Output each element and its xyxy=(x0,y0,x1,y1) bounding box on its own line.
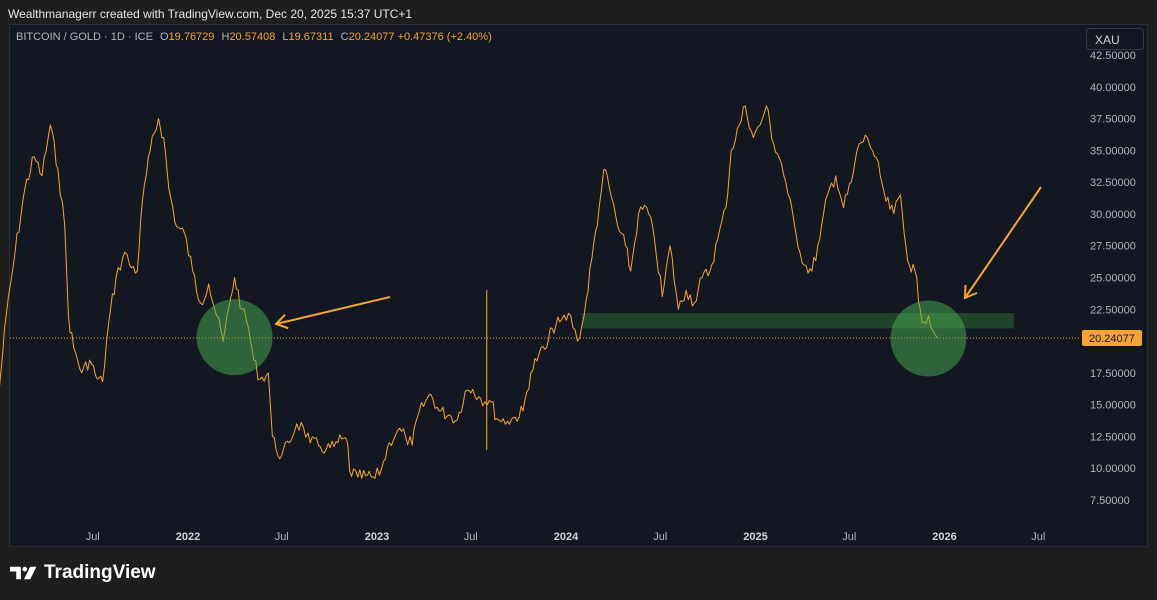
y-tick-label: 25.00000 xyxy=(1090,273,1136,285)
y-tick-label: 35.00000 xyxy=(1090,145,1136,157)
x-tick-label: Jul xyxy=(275,531,289,543)
annotation-arrow xyxy=(964,186,1042,299)
x-tick-label: Jul xyxy=(842,531,856,543)
x-tick-label: Jul xyxy=(1031,531,1045,543)
y-tick-label: 30.00000 xyxy=(1090,209,1136,221)
x-tick-label: Jul xyxy=(86,531,100,543)
y-tick-label: 37.50000 xyxy=(1090,114,1136,126)
tradingview-brand: TradingView xyxy=(44,562,156,583)
y-tick-label: 10.00000 xyxy=(1090,463,1136,475)
x-tick-label: 2024 xyxy=(554,531,579,543)
attribution-text: Wealthmanagerr created with TradingView.… xyxy=(8,7,413,21)
x-tick-label: 2023 xyxy=(365,531,389,543)
high-value: 20.57408 xyxy=(229,31,276,43)
y-tick-label: 17.50000 xyxy=(1090,368,1136,380)
annotation-arrowhead xyxy=(274,313,289,330)
close-label: C xyxy=(340,31,349,43)
tradingview-logo: TradingView xyxy=(10,562,156,584)
change-value: +0.47376 (+2.40%) xyxy=(397,31,492,43)
y-tick-label: 7.50000 xyxy=(1090,495,1130,507)
y-tick-label: 15.00000 xyxy=(1090,400,1136,412)
last-price-badge xyxy=(1082,330,1142,347)
y-tick-label: 32.50000 xyxy=(1090,177,1136,189)
annotation-arrowhead xyxy=(963,284,978,300)
low-label: L xyxy=(282,31,289,43)
x-tick-label: 2025 xyxy=(743,531,767,543)
x-tick-label: 2026 xyxy=(932,531,956,543)
y-tick-label: 12.50000 xyxy=(1090,431,1136,443)
price-series-line xyxy=(0,105,939,479)
x-tick-label: Jul xyxy=(464,531,478,543)
chart-panel xyxy=(9,24,1148,547)
open-label: O xyxy=(159,31,169,43)
y-tick-label: 40.00000 xyxy=(1090,82,1136,94)
highlight-circle xyxy=(890,300,967,377)
low-value: 19.67311 xyxy=(288,31,334,43)
x-tick-label: 2022 xyxy=(176,531,200,543)
y-tick-label: 42.50000 xyxy=(1090,50,1136,62)
highlight-circle xyxy=(196,299,273,376)
high-label: H xyxy=(221,31,230,43)
symbol-header: BITCOIN / GOLD · 1D · ICE O19.76729 H20.… xyxy=(16,31,492,43)
annotation-arrow xyxy=(275,296,391,325)
close-value: 20.24077 xyxy=(348,31,395,43)
compare-symbol-button[interactable]: XAU xyxy=(1086,28,1144,50)
symbol-name: BITCOIN / GOLD · 1D · ICE xyxy=(16,31,153,43)
last-price-label: 20.24077 xyxy=(1089,333,1135,345)
y-tick-label: 27.50000 xyxy=(1090,241,1136,253)
y-tick-label: 22.50000 xyxy=(1090,304,1136,316)
open-value: 19.76729 xyxy=(168,31,215,43)
tradingview-logo-icon xyxy=(10,566,37,580)
x-tick-label: Jul xyxy=(653,531,667,543)
